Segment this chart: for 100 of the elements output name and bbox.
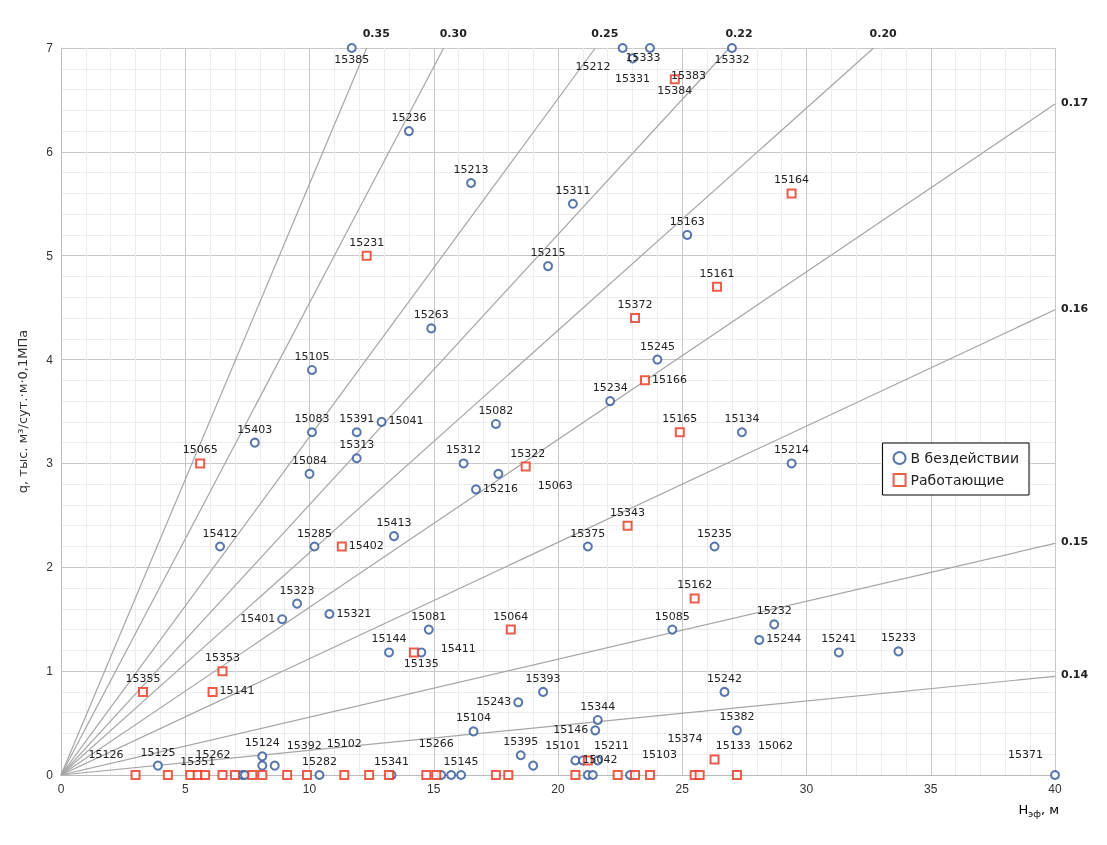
annotation: 15323 (279, 583, 315, 597)
annotation: 15232 (756, 604, 792, 618)
annotation: 15124 (244, 736, 280, 750)
y-tick-label: 2 (46, 560, 54, 575)
series-label: 0.17 (1061, 96, 1089, 110)
annotation: 15041 (388, 414, 424, 428)
x-tick-label: 15 (427, 782, 441, 796)
annotation: 15064 (493, 609, 529, 623)
annotation: 15244 (766, 632, 802, 646)
annotation: 15082 (478, 403, 514, 417)
annotation: 15146 (553, 722, 589, 736)
y-tick-label: 7 (46, 41, 54, 55)
x-tick-label: 35 (924, 782, 938, 796)
annotation: 15105 (294, 349, 330, 363)
series-label: 0.35 (362, 27, 390, 40)
annotation: 15083 (294, 412, 330, 426)
annotation: 15212 (575, 60, 611, 73)
annotation: 15375 (570, 526, 606, 540)
annotation: 15141 (219, 684, 255, 698)
annotation: 15214 (774, 443, 810, 457)
y-tick-label: 6 (46, 144, 54, 159)
x-tick-label: 20 (551, 782, 565, 796)
annotation: 15382 (719, 710, 755, 724)
annotation: 15236 (391, 111, 427, 125)
x-tick-label: 25 (675, 782, 690, 796)
annotation: 15063 (537, 478, 573, 492)
x-tick-label: 30 (799, 782, 814, 796)
annotation: 15081 (411, 609, 447, 623)
annotation: 15331 (615, 72, 651, 86)
series-label: 0.30 (439, 27, 468, 40)
annotation: 15144 (371, 632, 407, 646)
y-tick-label: 3 (46, 456, 54, 471)
annotation: 15403 (237, 422, 273, 436)
annotation: 15374 (667, 732, 703, 746)
annotation: 15413 (376, 516, 412, 530)
annotation: 15322 (510, 446, 546, 460)
annotation: 15235 (697, 526, 733, 540)
annotation: 15285 (296, 526, 332, 540)
annotation: 15243 (476, 694, 512, 708)
x-tick-label: 5 (181, 782, 189, 796)
annotation: 15401 (240, 611, 276, 625)
annotation: 15161 (699, 266, 735, 280)
annotation: 15355 (125, 671, 161, 685)
annotation: 15135 (403, 657, 439, 671)
annotation: 15392 (286, 738, 322, 752)
annotation: 15215 (530, 246, 566, 260)
legend-label: Работающие (910, 472, 1005, 488)
annotation: 15213 (453, 163, 489, 177)
annotation: 15166 (651, 372, 687, 386)
series-label: 0.25 (591, 27, 619, 40)
annotation: 15241 (821, 632, 857, 646)
annotation: 15311 (555, 183, 591, 197)
annotation: 15411 (440, 641, 476, 655)
annotation: 15385 (334, 53, 370, 66)
annotation: 15062 (757, 739, 793, 752)
annotation: 15412 (202, 526, 238, 540)
x-tick-label: 40 (1048, 782, 1062, 796)
annotation: 15145 (443, 755, 479, 768)
annotation: 15165 (662, 412, 698, 426)
annotation: 15395 (503, 735, 539, 749)
annotation: 15313 (339, 438, 375, 452)
annotation: 15384 (657, 84, 693, 98)
annotation: 15162 (677, 578, 713, 592)
series-label: 0.16 (1061, 301, 1089, 315)
annotation: 15211 (593, 739, 629, 752)
annotation: 15164 (774, 173, 810, 187)
annotation: 15263 (413, 308, 449, 322)
annotation: 15393 (525, 671, 561, 685)
annotation: 15234 (592, 381, 628, 395)
y-tick-label: 1 (46, 664, 54, 679)
annotation: 15231 (349, 235, 385, 249)
y-tick-label: 4 (46, 352, 54, 367)
y-tick-label: 0 (46, 768, 54, 782)
annotation: 15343 (610, 505, 646, 519)
series-label: 0.15 (1061, 535, 1089, 549)
annotation: 15282 (301, 755, 337, 768)
annotation: 15242 (706, 671, 742, 685)
annotation: 15344 (580, 699, 616, 713)
annotation: 15321 (336, 606, 372, 620)
annotation: 15341 (374, 755, 410, 768)
y-tick-label: 5 (46, 248, 54, 263)
x-tick-label: 10 (302, 782, 317, 796)
annotation: 15371 (1008, 748, 1043, 761)
annotation: 15085 (654, 609, 690, 623)
annotation: 15133 (715, 739, 751, 752)
annotation: 15104 (456, 711, 492, 725)
annotation: 15134 (724, 412, 760, 426)
annotation: 15163 (669, 214, 705, 228)
legend-label: В бездействии (910, 450, 1020, 466)
series-label: 0.22 (725, 27, 753, 40)
annotation: 15312 (446, 443, 482, 457)
annotation: 15103 (642, 748, 678, 761)
annotation: 15101 (545, 738, 581, 752)
annotation: 15126 (88, 748, 124, 761)
annotation: 15402 (348, 539, 384, 553)
annotation: 15102 (326, 737, 362, 750)
series-label: 0.20 (869, 27, 898, 40)
annotation: 15383 (670, 69, 706, 82)
annotation: 15372 (617, 298, 653, 312)
annotation: 15391 (339, 412, 375, 426)
